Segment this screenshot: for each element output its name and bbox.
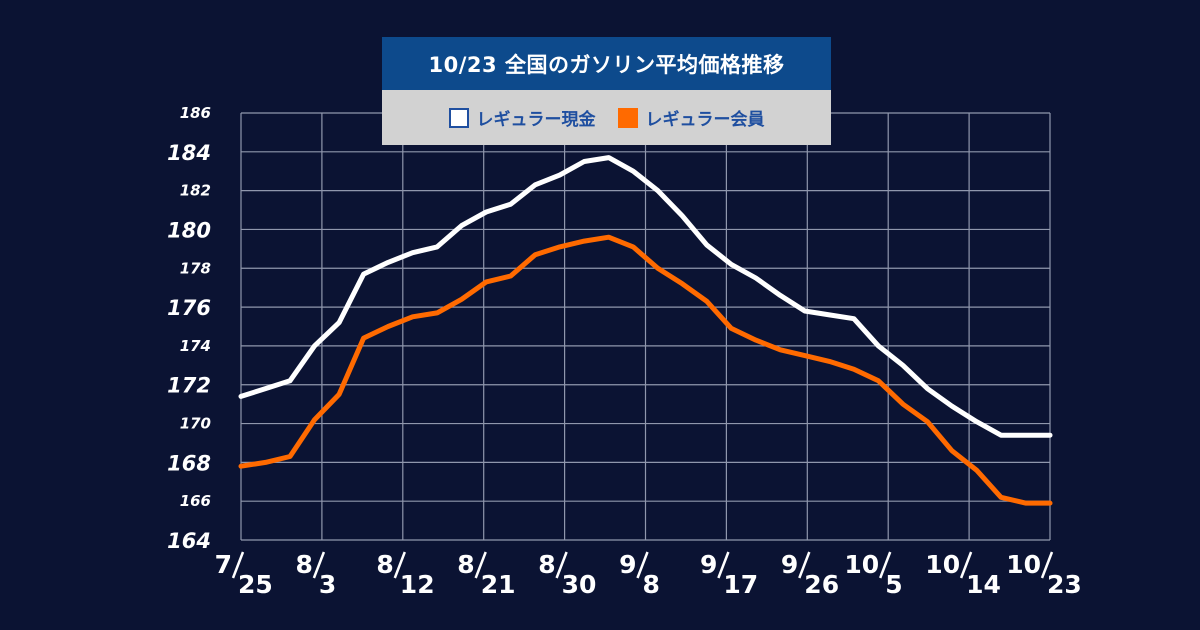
legend-item-cash: レギュラー現金	[448, 105, 596, 130]
legend-swatch-member	[617, 107, 638, 128]
x-tick-day: 17	[723, 570, 758, 599]
x-tick-month: 8	[457, 550, 474, 579]
x-tick-label: 926	[781, 550, 839, 599]
y-tick-label: 170	[180, 415, 211, 433]
x-tick-day: 12	[400, 570, 435, 599]
y-tick-label: 180	[167, 218, 211, 242]
y-tick-label: 164	[167, 529, 211, 553]
x-tick-month: 9	[619, 550, 636, 579]
x-tick-label: 105	[844, 550, 902, 599]
x-tick-month: 9	[781, 550, 798, 579]
x-tick-month: 8	[538, 550, 555, 579]
x-tick-label: 821	[457, 550, 515, 599]
x-tick-month: 10	[1006, 550, 1041, 579]
x-tick-day: 14	[966, 570, 1001, 599]
x-tick-month: 10	[844, 550, 879, 579]
legend-label-member: レギュラー会員	[645, 110, 765, 130]
y-tick-label: 166	[180, 492, 211, 510]
chart-legend: レギュラー現金 レギュラー会員	[382, 90, 831, 145]
y-tick-label: 178	[180, 259, 211, 277]
x-tick-slash	[1040, 551, 1054, 579]
x-tick-day: 3	[319, 570, 336, 599]
x-tick-month: 8	[295, 550, 312, 579]
y-tick-label: 184	[167, 141, 211, 165]
x-tick-label: 812	[376, 550, 434, 599]
x-tick-slash	[636, 551, 649, 579]
y-tick-label: 168	[167, 451, 211, 475]
legend-item-member: レギュラー会員	[617, 105, 765, 130]
chart-series	[238, 155, 1053, 506]
legend-swatch-cash	[448, 107, 469, 128]
x-tick-day: 8	[643, 570, 660, 599]
x-tick-day: 5	[885, 570, 902, 599]
x-tick-month: 8	[376, 550, 393, 579]
x-tick-label: 83	[295, 550, 336, 599]
x-tick-slash	[879, 551, 892, 579]
x-tick-slash	[312, 551, 326, 579]
x-tick-day: 21	[481, 570, 516, 599]
x-tick-slash	[798, 551, 811, 579]
y-tick-label: 172	[167, 374, 211, 398]
x-tick-label: 98	[619, 550, 660, 599]
series-line-member	[238, 234, 1053, 506]
x-tick-slash	[231, 551, 245, 579]
chart-grid	[240, 112, 1051, 541]
y-tick-label: 186	[180, 104, 211, 122]
y-tick-label: 174	[180, 337, 211, 355]
chart-title: 10/23 全国のガソリン平均価格推移	[382, 37, 831, 90]
x-tick-label: 830	[538, 550, 596, 599]
y-tick-label: 176	[167, 296, 211, 320]
x-tick-day: 23	[1047, 570, 1082, 599]
legend-label-cash: レギュラー現金	[476, 110, 596, 130]
x-tick-slash	[555, 551, 568, 579]
series-line-cash	[238, 155, 1053, 438]
x-tick-day: 30	[562, 570, 597, 599]
x-tick-month: 10	[925, 550, 960, 579]
y-axis: 164 166 168 170 172 174 176 178 180 182 184 186	[167, 104, 211, 553]
x-tick-month: 7	[215, 550, 232, 579]
x-tick-day: 26	[804, 570, 839, 599]
x-tick-label: 725	[215, 550, 273, 599]
chart-title-text: 10/23 全国のガソリン平均価格推移	[428, 52, 785, 77]
x-tick-day: 25	[238, 570, 273, 599]
x-tick-slash	[959, 551, 973, 579]
x-tick-slash	[717, 551, 730, 579]
x-tick-slash	[474, 551, 487, 579]
x-tick-month: 9	[700, 550, 717, 579]
x-tick-label: 917	[700, 550, 758, 599]
x-tick-slash	[393, 551, 406, 579]
y-tick-label: 182	[180, 182, 211, 200]
